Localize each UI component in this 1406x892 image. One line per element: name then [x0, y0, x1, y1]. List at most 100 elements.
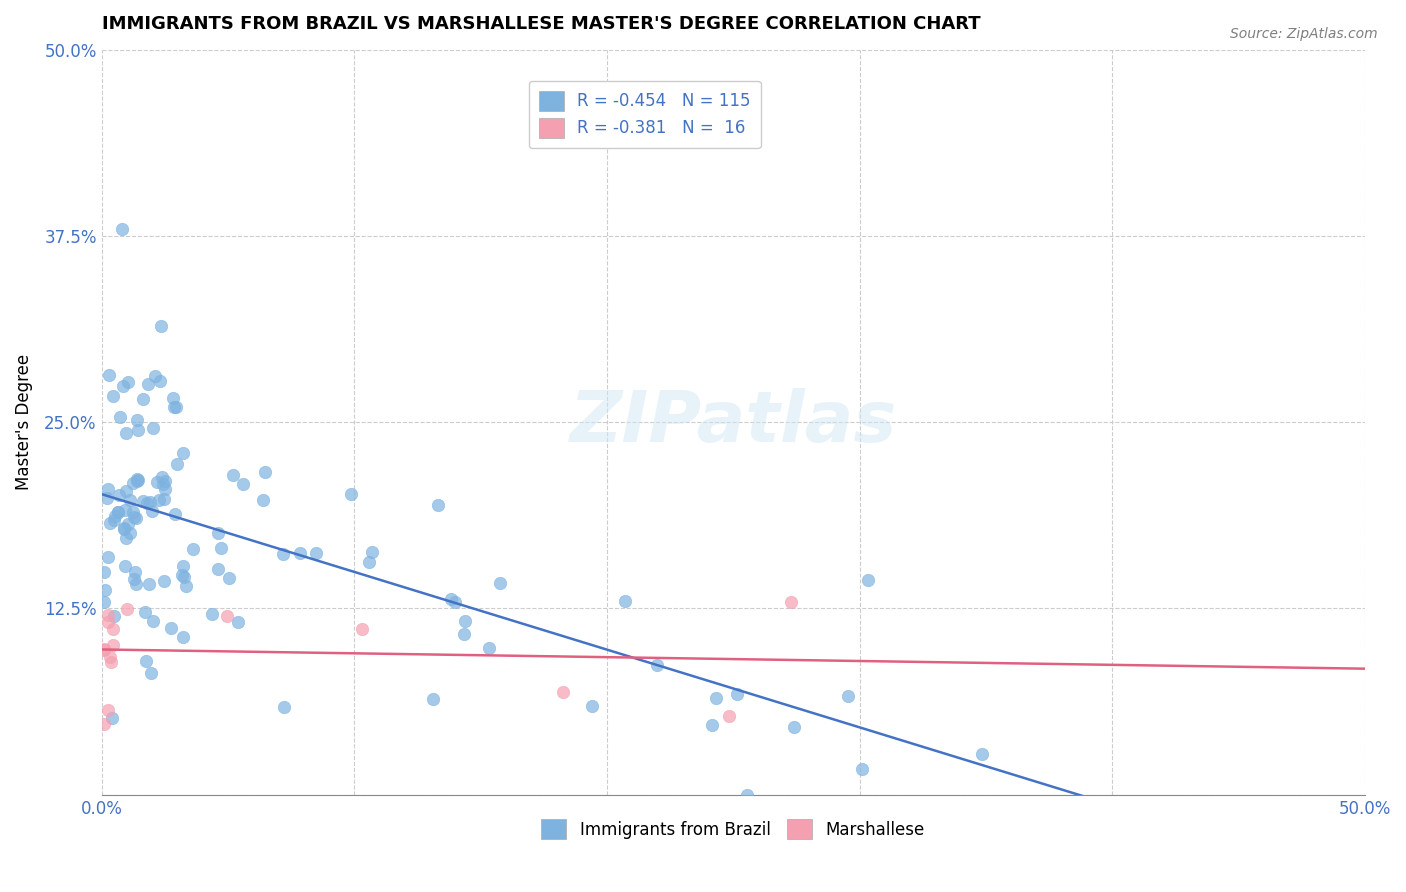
Point	[702, 717, 724, 731]
Point	[153, 492, 176, 507]
Point	[122, 572, 145, 586]
Point	[477, 641, 499, 656]
Point	[138, 576, 160, 591]
Point	[160, 621, 183, 635]
Point	[613, 594, 636, 608]
Point	[717, 708, 740, 723]
Point	[780, 595, 803, 609]
Point	[127, 423, 149, 437]
Point	[551, 684, 574, 698]
Point	[101, 389, 124, 403]
Point	[114, 503, 136, 517]
Point	[163, 508, 186, 522]
Point	[837, 689, 859, 703]
Point	[121, 506, 143, 520]
Point	[645, 657, 668, 672]
Point	[165, 401, 187, 415]
Point	[174, 579, 197, 593]
Point	[103, 609, 125, 624]
Point	[97, 550, 120, 565]
Point	[352, 622, 374, 636]
Point	[217, 609, 239, 624]
Point	[97, 703, 120, 717]
Point	[117, 517, 139, 532]
Point	[149, 374, 172, 388]
Point	[125, 511, 148, 525]
Point	[172, 558, 194, 573]
Point	[127, 413, 149, 427]
Point	[288, 545, 311, 559]
Point	[101, 638, 124, 652]
Point	[132, 392, 155, 407]
Point	[94, 583, 117, 598]
Point	[93, 642, 115, 657]
Point	[135, 654, 157, 668]
Point	[97, 608, 120, 623]
Point	[100, 655, 122, 669]
Point	[124, 566, 146, 580]
Point	[125, 577, 148, 591]
Point	[142, 421, 165, 435]
Text: ZIPatlas: ZIPatlas	[569, 388, 897, 457]
Point	[148, 492, 170, 507]
Point	[104, 508, 127, 523]
Point	[111, 378, 134, 392]
Point	[172, 630, 194, 644]
Point	[108, 409, 131, 424]
Point	[93, 565, 115, 579]
Point	[98, 649, 121, 664]
Point	[163, 400, 186, 414]
Point	[454, 614, 477, 628]
Point	[122, 510, 145, 524]
Point	[118, 525, 141, 540]
Point	[361, 544, 384, 558]
Point	[96, 491, 118, 505]
Point	[103, 513, 125, 527]
Point	[489, 576, 512, 591]
Point	[114, 558, 136, 573]
Point	[114, 483, 136, 498]
Point	[101, 710, 124, 724]
Point	[134, 605, 156, 619]
Point	[97, 482, 120, 496]
Point	[93, 642, 115, 657]
Point	[207, 562, 229, 576]
Point	[305, 546, 328, 560]
Point	[444, 595, 467, 609]
Point	[150, 319, 173, 334]
Point	[107, 506, 129, 520]
Point	[125, 472, 148, 486]
Point	[232, 476, 254, 491]
Point	[114, 521, 136, 535]
Point	[152, 477, 174, 491]
Point	[340, 487, 363, 501]
Legend: Immigrants from Brazil, Marshallese: Immigrants from Brazil, Marshallese	[534, 813, 932, 846]
Point	[252, 493, 274, 508]
Point	[172, 446, 194, 460]
Point	[150, 470, 173, 484]
Point	[222, 467, 245, 482]
Point	[153, 483, 176, 497]
Point	[132, 494, 155, 508]
Text: Source: ZipAtlas.com: Source: ZipAtlas.com	[1230, 27, 1378, 41]
Point	[118, 493, 141, 508]
Point	[108, 487, 131, 501]
Point	[93, 717, 115, 731]
Point	[218, 571, 240, 585]
Point	[162, 391, 184, 405]
Point	[725, 687, 748, 701]
Point	[209, 541, 232, 556]
Point	[783, 720, 806, 734]
Point	[127, 473, 149, 487]
Point	[581, 698, 603, 713]
Point	[142, 615, 165, 629]
Point	[704, 690, 727, 705]
Point	[254, 465, 277, 479]
Point	[207, 526, 229, 541]
Point	[136, 377, 159, 392]
Point	[112, 522, 135, 536]
Point	[115, 531, 138, 545]
Point	[125, 474, 148, 488]
Point	[426, 498, 449, 512]
Point	[972, 747, 994, 762]
